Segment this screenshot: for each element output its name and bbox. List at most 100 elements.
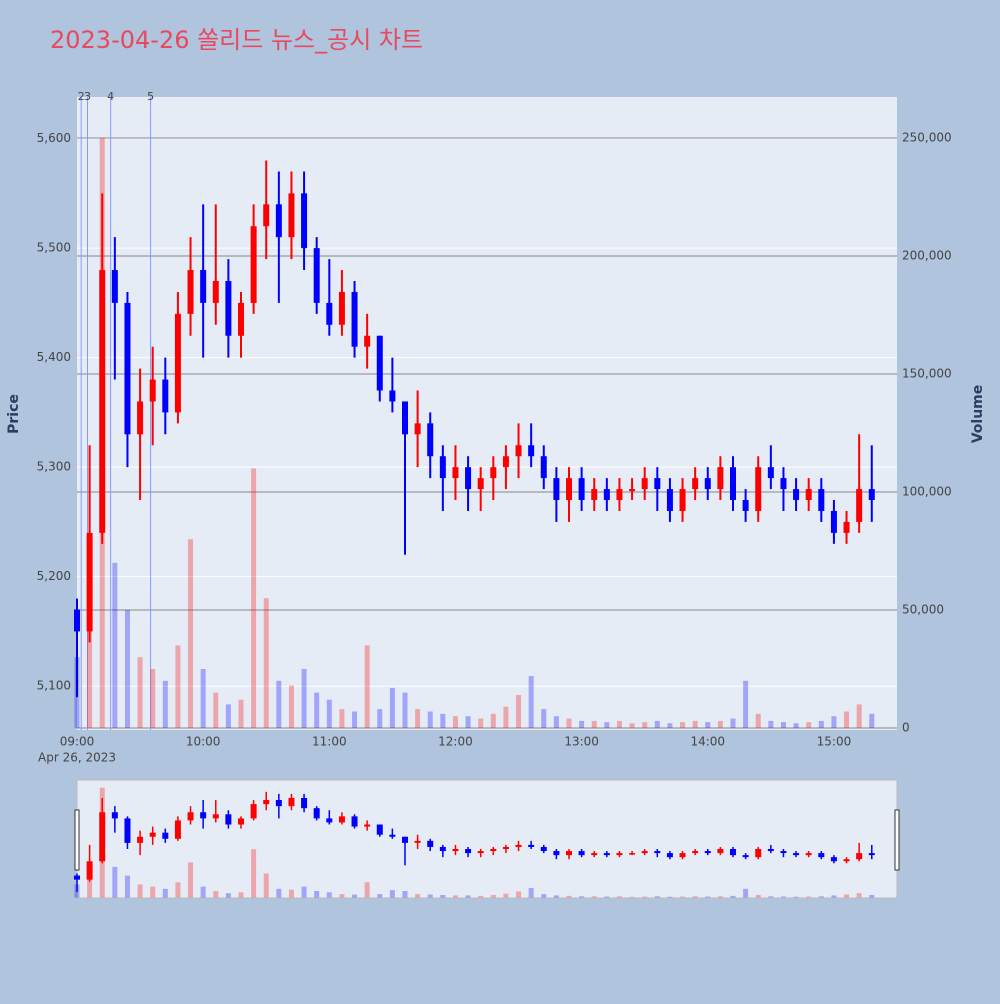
range-candle-body	[187, 812, 194, 821]
range-candle-body	[616, 853, 623, 856]
range-candle-body	[452, 849, 459, 852]
range-volume-bar	[780, 896, 786, 898]
volume-bar	[768, 720, 774, 728]
range-volume-bar	[301, 886, 307, 898]
volume-bar	[579, 720, 585, 728]
candle-body	[692, 478, 699, 490]
candle-body	[717, 467, 724, 490]
volume-bar	[793, 723, 799, 728]
volume-bar	[427, 711, 433, 728]
range-candle-body	[477, 851, 484, 854]
candle-body	[780, 478, 787, 490]
range-volume-bar	[528, 887, 534, 898]
candle-body	[856, 489, 863, 522]
volume-bar	[225, 704, 231, 728]
range-slider[interactable]	[76, 779, 898, 899]
candle-body	[465, 467, 472, 490]
volume-bar	[730, 718, 736, 728]
volume-bar	[831, 716, 837, 728]
range-candle-body	[250, 804, 257, 819]
volume-bar	[263, 598, 269, 728]
range-volume-bar	[541, 894, 547, 898]
x-tick-label: 13:00	[564, 735, 599, 749]
range-volume-bar	[364, 882, 370, 898]
volume-bar	[591, 720, 597, 728]
range-volume-bar	[680, 896, 686, 898]
range-volume-bar	[137, 884, 143, 898]
range-volume-bar	[705, 896, 711, 898]
range-volume-bar	[326, 892, 332, 898]
range-volume-bar	[667, 896, 673, 898]
range-candle-body	[780, 851, 787, 854]
range-candle-body	[566, 851, 572, 856]
range-candle-body	[603, 853, 610, 856]
range-candle-body	[124, 818, 131, 843]
range-volume-bar	[162, 888, 168, 898]
x-tick-label: 15:00	[817, 735, 852, 749]
range-handle[interactable]	[74, 809, 80, 871]
range-volume-bar	[743, 888, 749, 898]
candle-body	[338, 291, 345, 325]
range-candle-body	[742, 855, 749, 858]
volume-bar	[339, 709, 345, 728]
candle-body	[414, 423, 421, 435]
volume-bar	[175, 645, 181, 728]
volume-bar	[616, 720, 622, 728]
volume-bar	[188, 539, 194, 728]
candle-body	[502, 456, 509, 468]
range-volume-bar	[844, 894, 850, 898]
volume-bar	[856, 704, 862, 728]
range-candle-body	[692, 851, 699, 854]
range-candle-body	[793, 853, 800, 856]
volume-bar	[137, 657, 143, 728]
range-handle[interactable]	[894, 809, 900, 871]
x-date-label: Apr 26, 2023	[38, 751, 116, 765]
candle-body	[515, 445, 522, 457]
range-volume-bar	[490, 894, 496, 898]
candle-body	[326, 302, 333, 325]
candle-body	[553, 478, 560, 501]
range-candle-body	[238, 818, 244, 825]
candle-body	[137, 401, 144, 435]
candle-body	[313, 248, 320, 303]
range-candle-body	[200, 812, 207, 819]
range-candle-body	[414, 840, 421, 843]
range-volume-bar	[831, 895, 837, 898]
range-candle-body	[74, 875, 80, 880]
range-candle-body	[767, 849, 774, 852]
volume-bar	[251, 468, 257, 728]
volume-bar	[465, 716, 471, 728]
range-candle-body	[364, 824, 371, 827]
range-candle-body	[490, 849, 497, 852]
candle-body	[389, 390, 396, 402]
range-volume-bar	[553, 895, 559, 898]
range-volume-bar	[452, 895, 458, 898]
candle-body	[439, 456, 446, 479]
range-candle-body	[338, 816, 345, 823]
candle-body	[187, 270, 194, 314]
candle-body	[755, 467, 762, 511]
y2-tick-label: 100,000	[902, 485, 952, 499]
range-candle-body	[376, 824, 383, 835]
candle-body	[162, 379, 169, 413]
volume-bar	[478, 718, 484, 728]
volume-bar	[288, 685, 294, 728]
candle-body	[578, 478, 585, 501]
range-candle-body	[717, 849, 724, 854]
range-volume-bar	[339, 894, 345, 898]
range-volume-bar	[730, 895, 736, 898]
range-volume-bar	[516, 891, 522, 898]
candle-body	[149, 379, 156, 402]
range-candle-body	[174, 820, 181, 839]
range-volume-bar	[377, 894, 383, 898]
y2-tick-label: 150,000	[902, 367, 952, 381]
candle-body	[868, 489, 875, 501]
range-volume-bar	[579, 896, 585, 898]
volume-bar	[124, 610, 130, 728]
range-volume-bar	[276, 888, 282, 898]
range-candle-body	[149, 832, 156, 837]
candle-body	[654, 478, 661, 490]
volume-bar	[780, 722, 786, 728]
plot-area	[77, 97, 897, 730]
